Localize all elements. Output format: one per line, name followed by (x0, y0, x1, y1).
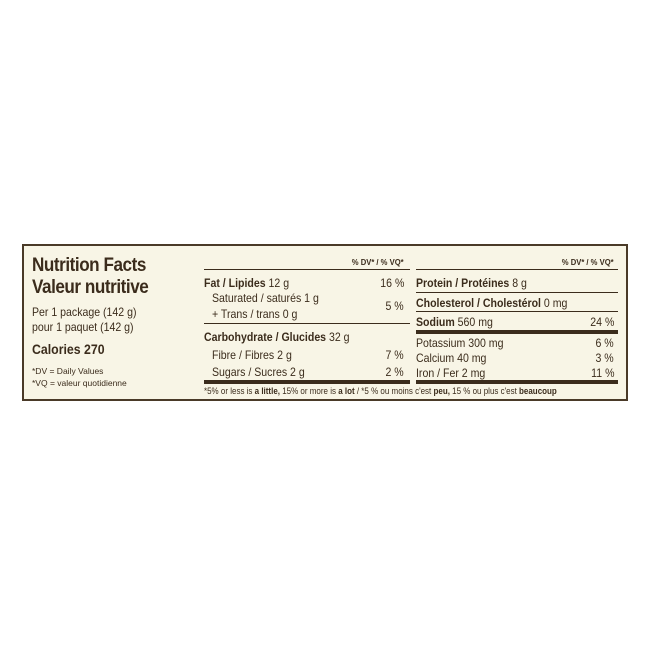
divider (416, 311, 618, 312)
vq-note: *VQ = valeur quotidienne (32, 378, 127, 388)
title-fr: Valeur nutritive (32, 277, 149, 298)
row-cholesterol: Cholesterol / Cholestérol 0 mg (416, 296, 568, 310)
dv-sugars: 2 % (385, 365, 404, 379)
dv-iron: 11 % (590, 366, 614, 380)
dv-header-right: % DV* / % VQ* (562, 257, 614, 267)
dv-fat: 16 % (379, 276, 404, 290)
row-carbohydrate: Carbohydrate / Glucides 32 g (204, 330, 350, 344)
row-sodium: Sodium 560 mg (416, 315, 493, 329)
dv-header: % DV* / % VQ* (352, 257, 404, 267)
row-calcium: Calcium 40 mg (416, 351, 487, 365)
row-fibre: Fibre / Fibres 2 g (212, 348, 292, 362)
thick-divider (416, 380, 618, 384)
dv-potassium: 6 % (595, 336, 614, 350)
row-sugars: Sugars / Sucres 2 g (212, 365, 305, 379)
row-trans: + Trans / trans 0 g (212, 307, 298, 321)
divider (416, 292, 618, 293)
divider (204, 269, 410, 270)
thick-divider (204, 380, 410, 384)
dv-sat-trans: 5 % (385, 299, 404, 313)
serving-fr: pour 1 paquet (142 g) (32, 320, 134, 334)
row-fat: Fat / Lipides 12 g (204, 276, 290, 290)
nutrition-facts-label: Nutrition Facts Valeur nutritive Per 1 p… (22, 244, 628, 401)
row-potassium: Potassium 300 mg (416, 336, 504, 350)
divider (204, 323, 410, 324)
row-protein: Protein / Protéines 8 g (416, 276, 527, 290)
dv-fibre: 7 % (385, 348, 404, 362)
footnote: *5% or less is a little, 15% or more is … (204, 386, 557, 396)
dv-calcium: 3 % (595, 351, 614, 365)
row-saturated: Saturated / saturés 1 g (212, 291, 319, 305)
row-iron: Iron / Fer 2 mg (416, 366, 486, 380)
calories: Calories 270 (32, 341, 105, 357)
thick-divider (416, 330, 618, 334)
serving-en: Per 1 package (142 g) (32, 305, 137, 319)
divider (416, 269, 618, 270)
dv-sodium: 24 % (589, 315, 614, 329)
dv-note: *DV = Daily Values (32, 366, 104, 376)
title-en: Nutrition Facts (32, 255, 146, 276)
